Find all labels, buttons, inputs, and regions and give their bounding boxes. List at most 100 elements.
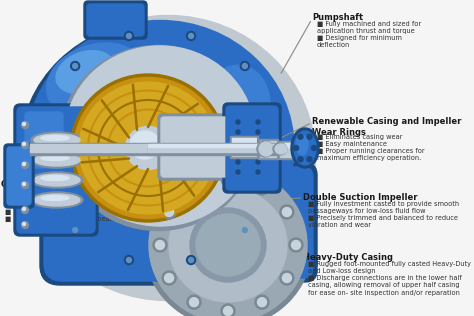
FancyBboxPatch shape	[226, 106, 278, 190]
Text: ■ Easy maintenance: ■ Easy maintenance	[317, 141, 387, 147]
Circle shape	[311, 145, 317, 150]
Circle shape	[242, 228, 247, 233]
Bar	[30, 143, 160, 155]
Bar	[260, 141, 276, 157]
Circle shape	[256, 160, 260, 164]
Circle shape	[280, 205, 294, 219]
Text: ■ Engineered bearing arrangements
to meet specified operating
requirements.: ■ Engineered bearing arrangements to mee…	[5, 189, 128, 209]
Ellipse shape	[200, 65, 270, 155]
Text: Heavy-Duty Casing: Heavy-Duty Casing	[303, 253, 393, 262]
Text: ■ Fully machined and sized for
application thrust and torque: ■ Fully machined and sized for applicati…	[317, 21, 421, 34]
Ellipse shape	[31, 192, 83, 208]
Circle shape	[292, 240, 301, 250]
Circle shape	[127, 258, 131, 263]
FancyBboxPatch shape	[158, 114, 246, 180]
Circle shape	[162, 205, 176, 219]
Bar	[258, 139, 278, 159]
Text: ■ Eliminates casing wear: ■ Eliminates casing wear	[317, 134, 402, 140]
Ellipse shape	[79, 82, 217, 214]
FancyBboxPatch shape	[25, 112, 63, 168]
Ellipse shape	[257, 141, 273, 157]
Circle shape	[125, 32, 134, 40]
Bar	[278, 141, 305, 159]
Ellipse shape	[34, 194, 80, 206]
Circle shape	[21, 121, 28, 129]
Circle shape	[21, 181, 28, 189]
Circle shape	[22, 208, 26, 210]
Text: ■ Fully investment casted to provide smooth
passageways for low-loss fluid flow: ■ Fully investment casted to provide smo…	[308, 201, 459, 215]
Ellipse shape	[61, 46, 255, 230]
Circle shape	[293, 145, 299, 150]
Ellipse shape	[144, 163, 312, 316]
Circle shape	[22, 143, 26, 145]
FancyBboxPatch shape	[14, 104, 98, 236]
FancyBboxPatch shape	[84, 1, 147, 39]
Circle shape	[307, 157, 312, 162]
Circle shape	[71, 226, 80, 234]
Ellipse shape	[34, 134, 80, 146]
FancyBboxPatch shape	[17, 107, 95, 233]
Circle shape	[272, 173, 281, 183]
Circle shape	[164, 208, 173, 216]
Circle shape	[21, 206, 28, 214]
Circle shape	[21, 161, 28, 168]
Circle shape	[236, 120, 240, 124]
Circle shape	[190, 183, 199, 192]
Ellipse shape	[74, 77, 222, 218]
Circle shape	[221, 304, 235, 316]
Circle shape	[164, 274, 173, 283]
FancyBboxPatch shape	[138, 163, 317, 282]
Circle shape	[187, 256, 196, 264]
Circle shape	[242, 64, 247, 69]
Circle shape	[307, 134, 312, 139]
FancyBboxPatch shape	[44, 149, 276, 281]
Circle shape	[40, 173, 49, 183]
Circle shape	[40, 113, 49, 123]
Circle shape	[236, 170, 240, 174]
Ellipse shape	[34, 154, 80, 166]
Circle shape	[190, 298, 199, 307]
Ellipse shape	[56, 51, 114, 94]
FancyBboxPatch shape	[142, 167, 313, 278]
Circle shape	[236, 160, 240, 164]
Bar	[148, 144, 313, 147]
Circle shape	[240, 226, 249, 234]
Ellipse shape	[126, 126, 171, 169]
Circle shape	[22, 162, 26, 166]
Circle shape	[73, 64, 78, 69]
Circle shape	[298, 134, 303, 139]
Circle shape	[273, 115, 278, 120]
Circle shape	[42, 175, 46, 180]
Circle shape	[236, 150, 240, 154]
Ellipse shape	[41, 175, 69, 180]
Circle shape	[22, 183, 26, 185]
Bar	[148, 144, 313, 152]
Circle shape	[42, 115, 46, 120]
Circle shape	[71, 62, 80, 70]
Ellipse shape	[275, 144, 287, 154]
Bar	[230, 136, 258, 158]
Circle shape	[22, 123, 26, 125]
Ellipse shape	[291, 128, 319, 168]
Ellipse shape	[296, 135, 308, 155]
Ellipse shape	[294, 131, 316, 165]
Circle shape	[187, 295, 201, 309]
FancyBboxPatch shape	[223, 103, 281, 193]
Circle shape	[224, 307, 233, 315]
FancyBboxPatch shape	[87, 4, 144, 36]
Text: ■ Easily replaceable radial bearing: ■ Easily replaceable radial bearing	[5, 216, 123, 222]
Circle shape	[283, 208, 292, 216]
Bar	[148, 143, 313, 155]
Circle shape	[280, 271, 294, 285]
Circle shape	[155, 240, 164, 250]
Circle shape	[162, 271, 176, 285]
FancyBboxPatch shape	[7, 147, 31, 205]
Ellipse shape	[20, 22, 290, 282]
Ellipse shape	[31, 152, 83, 168]
Ellipse shape	[31, 132, 83, 148]
Circle shape	[22, 222, 26, 226]
Bar	[232, 138, 256, 156]
Circle shape	[187, 32, 196, 40]
Text: ■ Rugged foot-mounted fully casted Heavy-Duty
and Low-loss design: ■ Rugged foot-mounted fully casted Heavy…	[308, 261, 471, 275]
Circle shape	[236, 140, 240, 144]
